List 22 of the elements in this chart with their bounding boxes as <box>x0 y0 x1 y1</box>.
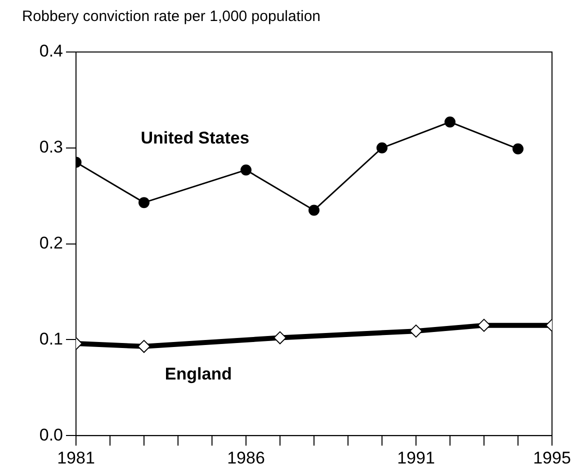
point <box>138 197 150 208</box>
point <box>308 204 320 216</box>
series-label: England <box>164 364 232 384</box>
y-tick-label: 0.1 <box>39 329 63 348</box>
y-tick-label: 0.0 <box>39 425 63 444</box>
y-tick-label: 0.2 <box>39 233 63 252</box>
y-tick-label: 0.3 <box>39 138 63 157</box>
point <box>376 142 388 154</box>
point <box>410 324 422 338</box>
x-tick-label: 1991 <box>397 448 435 468</box>
point <box>478 318 490 332</box>
point <box>138 340 150 353</box>
point <box>444 116 456 128</box>
point <box>512 143 524 154</box>
y-tick-label: 0.4 <box>39 42 63 61</box>
series-label: United States <box>140 128 250 148</box>
point <box>274 331 286 344</box>
x-tick-label: 1995 <box>533 448 571 468</box>
y-axis-title: Robbery conviction rate per 1,000 population <box>22 8 321 25</box>
x-tick-label: 1981 <box>57 448 95 468</box>
point <box>240 164 252 176</box>
x-tick-label: 1986 <box>227 448 265 468</box>
